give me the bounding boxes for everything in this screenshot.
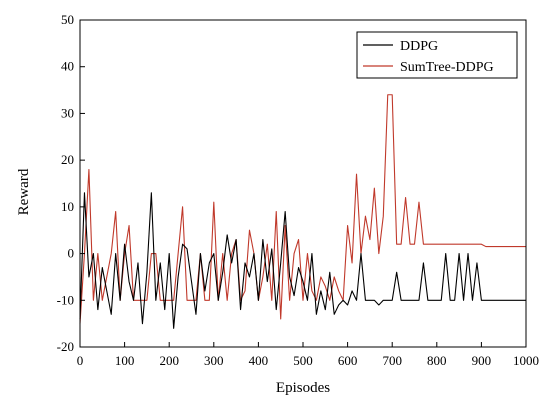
y-tick-label: -20 (57, 339, 74, 354)
x-tick-label: 700 (382, 353, 402, 368)
y-tick-label: -10 (57, 292, 74, 307)
y-axis-title: Reward (16, 168, 32, 215)
ticks-layer: 0 100 200 300 400 500 600 700 800 900 1000 -20 -10 0 1… (57, 12, 539, 368)
legend-label-sumtree-ddpg: SumTree-DDPG (400, 60, 494, 75)
series-layer (79, 94, 526, 329)
y-tick-label: 50 (61, 12, 74, 27)
x-tick-label: 500 (293, 353, 313, 368)
x-axis-title: Episodes (276, 380, 330, 396)
y-tick-label: 0 (68, 246, 75, 261)
x-tick-label: 200 (159, 353, 179, 368)
x-tick-label: 400 (249, 353, 269, 368)
legend-box (356, 31, 518, 79)
y-tick-label: 30 (61, 105, 74, 120)
y-tick-label: 10 (61, 199, 74, 214)
y-tick-label: 40 (61, 59, 74, 74)
x-tick-label: 900 (472, 353, 492, 368)
legend-label-ddpg: DDPG (400, 39, 438, 54)
x-tick-label: 300 (204, 353, 224, 368)
legend: DDPG SumTree-DDPG (356, 31, 518, 79)
x-tick-label: 800 (427, 353, 447, 368)
series-line-ddpg (79, 192, 526, 329)
x-tick-label: 0 (77, 353, 84, 368)
x-tick-label: 1000 (513, 353, 539, 368)
x-tick-label: 600 (338, 353, 358, 368)
y-tick-label: 20 (61, 152, 74, 167)
x-tick-label: 100 (115, 353, 135, 368)
